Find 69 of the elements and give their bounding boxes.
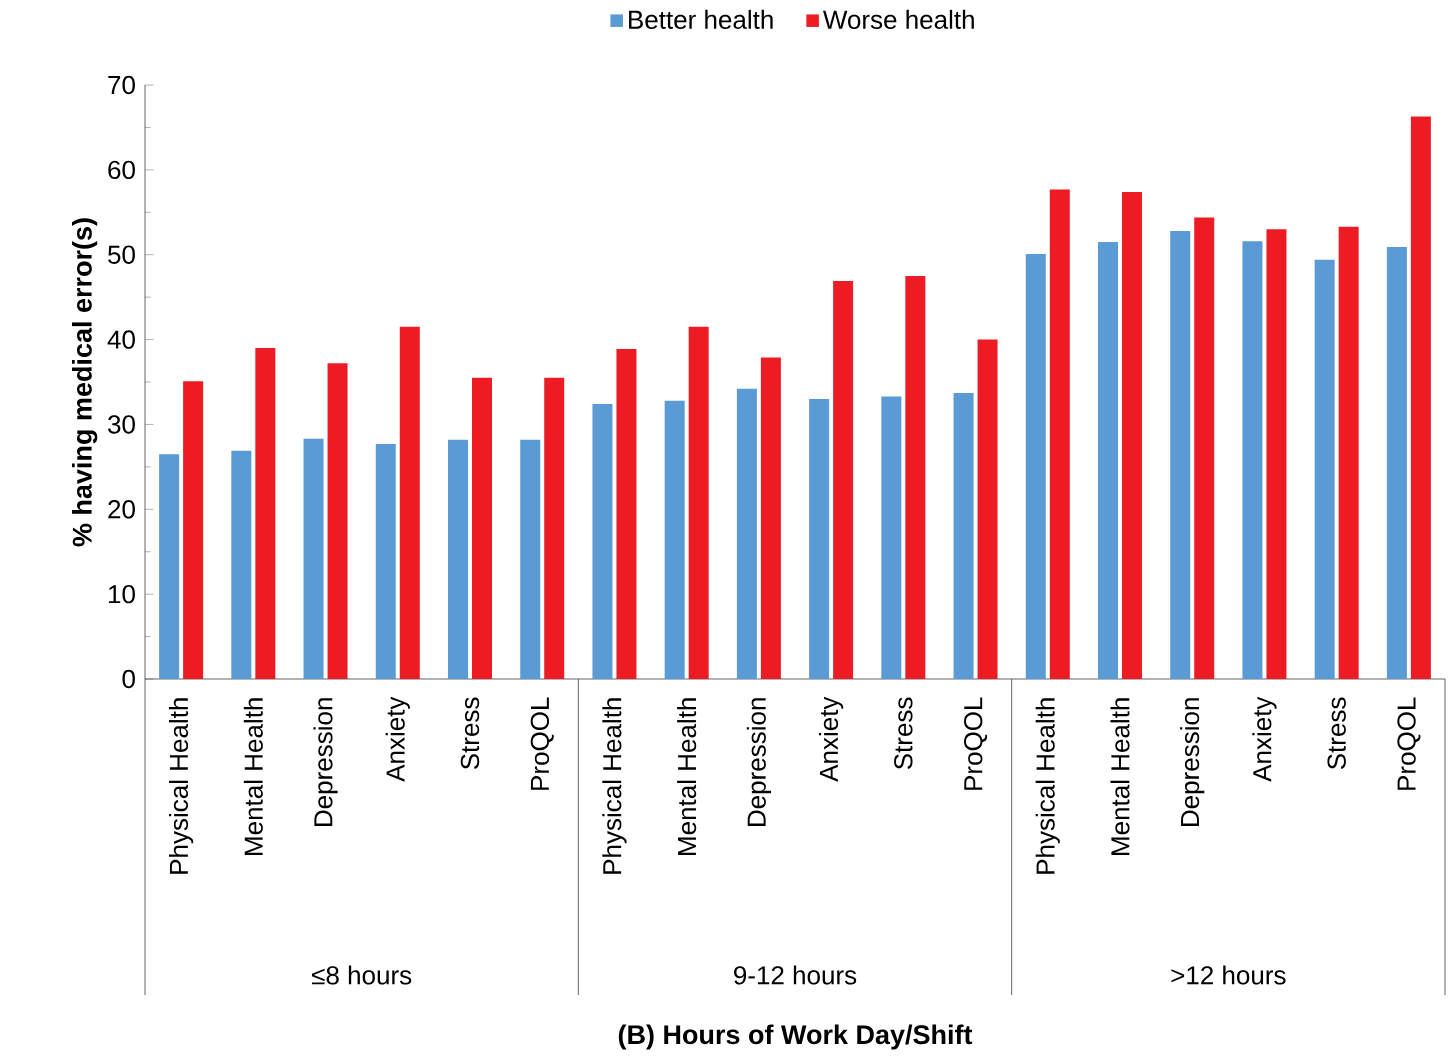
text: >12 hours [1171, 965, 1286, 985]
x-tick-label: Stress [460, 697, 480, 770]
bar [303, 438, 324, 679]
bar [881, 396, 902, 679]
y-tick-label: 20 [108, 500, 135, 519]
bar [736, 388, 757, 679]
text: (B) Hours of Work Day/Shift [618, 1024, 973, 1050]
x-tick-label: Mental Health [1110, 698, 1130, 855]
bar [833, 281, 854, 679]
bar [1266, 229, 1287, 679]
y-tick-label: 10 [108, 584, 135, 604]
bar [1338, 226, 1359, 679]
x-tick-label: Physical Health [168, 698, 194, 874]
x-tick-label: Anxiety [385, 696, 410, 782]
bar [327, 363, 348, 679]
y-tick-label: 50 [108, 245, 135, 264]
bar [1410, 116, 1431, 679]
y-tick-label: 0 [122, 669, 135, 689]
bar [664, 400, 685, 679]
bar [977, 339, 998, 679]
bar [688, 326, 709, 679]
x-tick-label: Mental Health [243, 698, 263, 855]
bar [1122, 191, 1142, 679]
x-tick-label: Depression [746, 698, 772, 826]
y-axis-title: % having medical error(s) [71, 218, 98, 547]
bar [231, 450, 252, 679]
bar [1314, 259, 1335, 679]
x-tick-label: Anxiety [818, 696, 844, 782]
y-tick-label: 70 [108, 75, 135, 95]
bar [809, 398, 830, 679]
x-tick-label: Physical Health [602, 698, 627, 874]
legend-label: Worse health [823, 9, 974, 29]
text: 9-12 hours [734, 965, 857, 985]
bar [375, 443, 396, 679]
x-tick-label: Depression [1180, 698, 1205, 826]
legend-label: Better health [629, 9, 773, 29]
bar [953, 393, 974, 679]
bar [520, 439, 541, 679]
x-tick-label: ProQOL [1397, 697, 1421, 790]
bar [448, 439, 468, 679]
bar [159, 454, 180, 679]
x-tick-label: Physical Health [1035, 698, 1060, 874]
bar [183, 381, 204, 679]
bar [592, 404, 613, 679]
y-tick-label: 40 [107, 330, 135, 349]
bar [1170, 230, 1191, 679]
bar [1194, 217, 1215, 679]
x-tick-label: Depression [313, 698, 338, 826]
x-tick-label: ProQOL [530, 697, 554, 790]
x-tick-label: ProQOL [964, 697, 988, 790]
x-tick-label: Anxiety [1252, 696, 1277, 782]
x-tick-label: Stress [1327, 697, 1346, 770]
bar [616, 348, 637, 679]
x-tick-label: Mental Health [677, 698, 697, 855]
y-tick-label: 60 [108, 160, 135, 180]
y-tick-label: 30 [108, 415, 135, 434]
bar [905, 275, 926, 679]
bar [255, 348, 276, 679]
bar [1098, 242, 1119, 679]
bar [1025, 253, 1046, 679]
bar [399, 326, 420, 679]
text: ≤8 hours [311, 965, 412, 985]
bar [760, 357, 781, 679]
bar [1049, 189, 1070, 679]
bar [1386, 247, 1407, 679]
bar [472, 377, 492, 679]
bar [1242, 241, 1263, 679]
x-tick-label: Stress [894, 697, 913, 770]
bar [544, 377, 565, 679]
